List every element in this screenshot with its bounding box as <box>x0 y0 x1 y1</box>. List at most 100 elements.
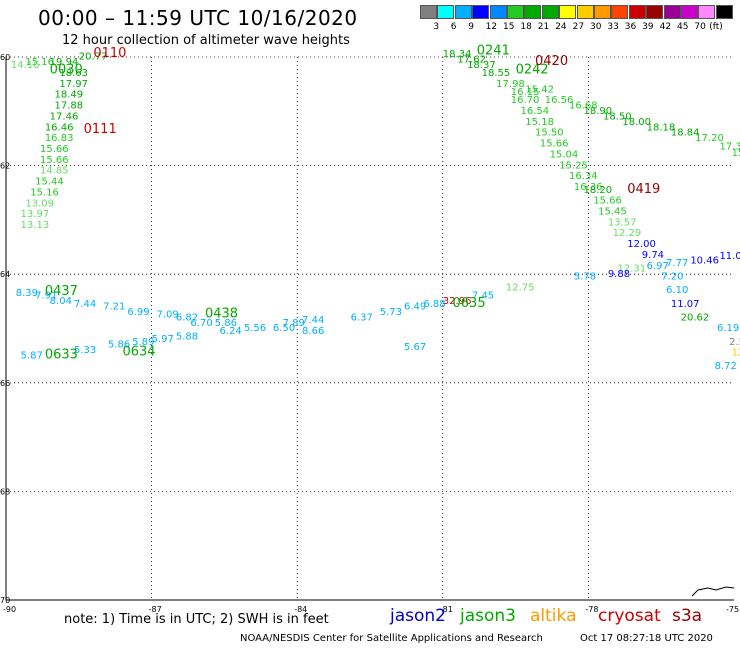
wave-height-label: 5.86 <box>215 318 237 329</box>
wave-height-label: 6.70 <box>190 318 212 329</box>
pass-time-label: 0242 <box>516 62 549 77</box>
legend-label: 45 <box>677 22 689 32</box>
lon-tick-label: -90 <box>3 605 16 614</box>
wave-height-label: 8.39 <box>16 288 38 299</box>
legend-label: 12 <box>485 22 498 32</box>
wave-height-label: 18.84 <box>671 128 700 139</box>
legend-swatch <box>524 5 542 19</box>
wave-height-label: 5.33 <box>74 345 96 356</box>
wave-height-label: 8.04 <box>50 296 72 307</box>
legend-label: 30 <box>590 22 602 32</box>
wave-height-label: 10.46 <box>690 255 719 266</box>
legend-swatch <box>611 5 629 19</box>
wave-height-label: 5.78 <box>574 272 596 283</box>
legend-unit: (ft) <box>709 22 723 32</box>
legend-label: 21 <box>537 22 550 32</box>
wave-height-label: 12.31 <box>618 263 647 274</box>
wave-height-label: 16.54 <box>520 106 549 117</box>
wave-height-label: 18.34 <box>443 49 472 60</box>
pass-time-label: 0420 <box>535 54 568 69</box>
legend-label: 24 <box>555 22 567 32</box>
wave-height-label: 6.97 <box>647 261 669 272</box>
wave-height-label: 5.67 <box>404 342 426 353</box>
lon-tick-label: -81 <box>440 605 453 614</box>
wave-height-label: 12.29 <box>613 228 642 239</box>
satellite-s3a: s3a <box>672 606 703 626</box>
satellite-cryosat: cryosat <box>598 606 661 626</box>
wave-height-label: 7.21 <box>103 301 125 312</box>
wave-height-label: 16.46 <box>45 122 74 133</box>
wave-height-label: 7.77 <box>666 258 688 269</box>
wave-height-label: 13.97 <box>21 209 50 220</box>
wave-height-label: 15.25 <box>559 160 588 171</box>
wave-height-label: 5.89 <box>132 337 154 348</box>
wave-height-label: 12 <box>732 348 740 359</box>
wave-height-label: 5.56 <box>244 323 266 334</box>
pass-time-label: 0437 <box>45 284 78 299</box>
wave-height-label: 2.50 <box>729 337 740 348</box>
wave-height-label: 15.50 <box>535 128 564 139</box>
legend-swatch <box>489 5 507 19</box>
legend-swatch <box>541 5 559 19</box>
wave-height-label: 18.50 <box>603 111 632 122</box>
wave-height-label: 6.50 <box>273 323 295 334</box>
wave-height-label: 7.44 <box>74 299 96 310</box>
legend-swatch <box>507 5 524 19</box>
lat-tick-label: 68 <box>0 487 10 496</box>
wave-height-label: 8.72 <box>715 361 737 372</box>
wave-height-label: 7.09 <box>156 310 178 321</box>
pass-time-label: 0635 <box>453 296 486 311</box>
legend-swatch <box>576 5 594 19</box>
wave-height-label: 15.66 <box>40 155 69 166</box>
wave-height-label: 15.04 <box>550 149 579 160</box>
lon-tick-label: -84 <box>294 605 307 614</box>
wave-height-label: 18.00 <box>622 117 651 128</box>
wave-height-label: 12.00 <box>627 239 656 250</box>
generated-timestamp: Oct 17 08:27:18 UTC 2020 <box>580 633 713 644</box>
wave-height-label: 17.97 <box>59 79 88 90</box>
legend-label: 36 <box>624 22 637 32</box>
wave-height-label: 7.91 <box>35 291 57 302</box>
wave-height-label: 18.63 <box>59 68 88 79</box>
wave-height-label: 15.44 <box>35 177 64 188</box>
pass-time-label: 0438 <box>205 307 238 322</box>
wave-height-label: 5.97 <box>152 334 174 345</box>
wave-height-label: 15.66 <box>593 196 622 207</box>
legend-label: 3 <box>433 22 440 32</box>
wave-height-label: 17.88 <box>55 101 84 112</box>
legend-swatch <box>628 5 646 19</box>
wave-height-label: 16.70 <box>511 95 540 106</box>
legend-swatch <box>681 5 698 19</box>
legend-swatch <box>646 5 664 19</box>
wave-height-label: 17.62 <box>457 54 486 65</box>
wave-height-label: 9.74 <box>642 250 664 261</box>
wave-height-label: 20.77 <box>79 52 108 63</box>
wave-height-label: 19.94 <box>50 57 79 68</box>
satellite-jason3: jason3 <box>460 606 516 626</box>
wave-height-label: 14.85 <box>40 166 69 177</box>
wave-height-label: 13.09 <box>25 198 54 209</box>
page-subtitle: 12 hour collection of altimeter wave hei… <box>62 33 350 48</box>
wave-height-label: 17.98 <box>496 79 525 90</box>
wave-height-label: 5.86 <box>108 340 130 351</box>
lon-tick-label: -75 <box>726 605 739 614</box>
wave-height-label: 15.45 <box>598 206 627 217</box>
wave-height-label: 15.18 <box>525 117 554 128</box>
satellite-altika: altika <box>530 606 577 626</box>
wave-height-label: 15.6 <box>732 148 740 159</box>
lat-tick-label: 60 <box>0 53 10 62</box>
wave-height-label: 8.66 <box>302 326 324 337</box>
wave-height-label: 17.20 <box>695 133 724 144</box>
legend-label: 39 <box>642 22 654 32</box>
legend-swatch <box>594 5 611 19</box>
wave-height-label: 7.44 <box>302 315 324 326</box>
pass-time-label: 0634 <box>122 345 155 360</box>
wave-height-label: 16.36 <box>574 182 603 193</box>
legend-swatch <box>472 5 490 19</box>
wave-height-label: 18.55 <box>482 68 511 79</box>
wave-height-label: 16.56 <box>545 95 574 106</box>
pass-time-label: 0030 <box>50 62 83 77</box>
legend-label: 42 <box>659 22 672 32</box>
wave-height-label: 16.68 <box>569 101 598 112</box>
satellite-jason2: jason2 <box>390 606 446 626</box>
